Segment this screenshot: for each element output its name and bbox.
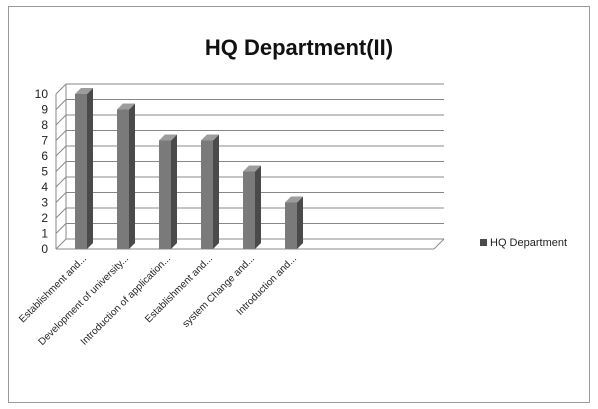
bar-front (243, 171, 255, 249)
y-tick-label: 8 (41, 118, 48, 132)
gridline-connector (55, 83, 67, 95)
bar-front (285, 202, 297, 249)
legend: HQ Department (480, 237, 567, 249)
gridline-connector (55, 99, 67, 110)
bar-top (243, 165, 261, 172)
x-category-label: system Change and... (181, 253, 258, 330)
bar-side (171, 134, 177, 249)
y-tick-label: 7 (41, 134, 48, 148)
legend-swatch (480, 239, 487, 246)
y-tick-label: 3 (41, 196, 48, 210)
bar-side (87, 88, 93, 249)
y-tick-label: 5 (41, 165, 48, 179)
bar (117, 103, 135, 249)
gridline-connector (55, 207, 67, 219)
y-axis-ticks: 01 23 45 67 89 10 (35, 87, 49, 256)
y-tick-label: 4 (41, 180, 48, 194)
chart-frame: HQ Department(II) 0 1 2 3 4 5 6 7 8 9 10 Establish… (8, 6, 590, 403)
gridline-connector (55, 114, 67, 126)
gridline-connector (55, 192, 67, 203)
bars-layer (75, 88, 303, 249)
bar-front (159, 140, 171, 249)
x-axis-categories: Establishment and...Development of unive… (17, 253, 299, 348)
x-category-label: Establishment and... (17, 253, 89, 325)
y-tick-label: 2 (41, 211, 48, 225)
floor-edge (433, 238, 445, 250)
bar-top (75, 88, 93, 94)
bar-side (297, 196, 303, 249)
bar-top (201, 134, 219, 141)
gridline-connector (55, 145, 67, 157)
bar-front (201, 140, 213, 249)
bar (201, 134, 219, 249)
chart-svg: HQ Department(II) 01 23 45 67 89 10 Establish… (17, 35, 567, 348)
bar-side (129, 103, 135, 249)
bar-top (159, 134, 177, 141)
chart-title: HQ Department(II) (205, 35, 393, 60)
bar-front (75, 94, 87, 249)
gridline-connector (55, 161, 67, 172)
bar-top (285, 196, 303, 203)
bar-side (255, 165, 261, 249)
legend-label: HQ Department (490, 237, 567, 249)
gridline-connector (55, 130, 67, 141)
bar-front (117, 109, 129, 249)
gridline-connector (55, 223, 67, 234)
bar (243, 165, 261, 249)
bar (75, 88, 93, 249)
y-tick-label: 10 (35, 87, 49, 101)
y-tick-label: 6 (41, 149, 48, 163)
bar-side (213, 134, 219, 249)
gridline-connector (55, 238, 67, 250)
y-tick-label: 9 (41, 103, 48, 117)
bar (159, 134, 177, 249)
bar (285, 196, 303, 249)
y-tick-label: 1 (41, 227, 48, 241)
gridline-connector (55, 176, 67, 188)
y-tick-label: 0 (41, 242, 48, 256)
bar-top (117, 103, 135, 110)
